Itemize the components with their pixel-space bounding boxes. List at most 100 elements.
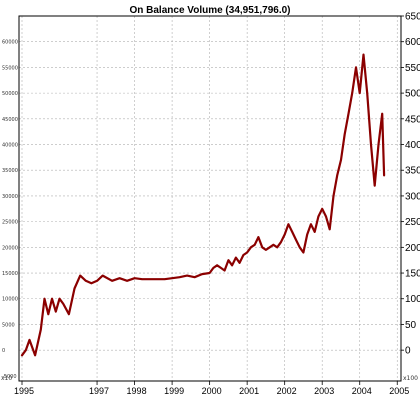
x-tick-label: 2005 bbox=[389, 386, 409, 396]
obv-data-point bbox=[231, 264, 233, 266]
obv-data-point bbox=[291, 231, 293, 233]
y-tick-label-left: 60000 bbox=[2, 40, 18, 46]
obv-data-point bbox=[329, 228, 331, 230]
obv-data-point bbox=[250, 246, 252, 248]
y-tick-label-right: 450 bbox=[405, 114, 420, 125]
obv-data-point bbox=[265, 249, 267, 251]
obv-data-point bbox=[261, 246, 263, 248]
obv-series-line bbox=[20, 53, 386, 357]
y-tick-label-left: 15000 bbox=[2, 271, 18, 277]
obv-data-point bbox=[359, 92, 361, 94]
y-tick-label-left: 0 bbox=[2, 348, 5, 354]
obv-data-point bbox=[287, 223, 289, 225]
obv-data-point bbox=[374, 185, 376, 187]
obv-data-point bbox=[302, 251, 304, 254]
obv-data-point bbox=[62, 303, 64, 305]
y-tick-label-left: 40000 bbox=[2, 143, 18, 149]
obv-data-point bbox=[351, 92, 353, 94]
obv-data-point bbox=[134, 277, 136, 279]
obv-data-point bbox=[272, 244, 274, 246]
obv-data-point bbox=[164, 278, 166, 280]
obv-data-point bbox=[295, 239, 297, 241]
y-tick-label-right: 50 bbox=[405, 320, 417, 331]
obv-data-point bbox=[171, 277, 173, 279]
obv-data-point bbox=[332, 195, 335, 197]
obv-data-point bbox=[235, 257, 237, 259]
obv-data-point bbox=[201, 273, 203, 275]
obv-data-point bbox=[40, 329, 42, 331]
obv-data-point bbox=[317, 215, 319, 218]
y-tick-label-right: 500 bbox=[405, 89, 420, 100]
obv-data-point bbox=[102, 275, 104, 277]
obv-data-point bbox=[344, 133, 346, 135]
x-tick-label: 2001 bbox=[239, 386, 259, 396]
obv-data-point bbox=[194, 276, 196, 278]
y-tick-label-left: 55000 bbox=[2, 65, 18, 71]
obv-data-point bbox=[21, 354, 23, 356]
obv-data-point bbox=[310, 223, 312, 225]
y-tick-label-left: 45000 bbox=[2, 117, 18, 123]
obv-data-point bbox=[111, 280, 113, 282]
grid bbox=[19, 15, 401, 381]
obv-data-point bbox=[242, 254, 244, 256]
y-tick-label-right: 400 bbox=[405, 140, 420, 151]
x-tick-label: 2000 bbox=[202, 386, 222, 396]
x-tick-label: 2002 bbox=[277, 386, 297, 396]
x-tick-label: 2004 bbox=[352, 386, 372, 396]
obv-data-point bbox=[276, 246, 278, 248]
right-unit-label: x100 bbox=[403, 375, 418, 382]
x-tick-label: 1998 bbox=[127, 386, 147, 396]
obv-data-point bbox=[306, 233, 308, 236]
obv-data-point bbox=[152, 278, 154, 280]
obv-data-point bbox=[269, 246, 271, 248]
obv-data-point bbox=[377, 143, 380, 146]
y-tick-label-right: 650 bbox=[405, 12, 420, 23]
y-tick-label-left: 5000 bbox=[2, 322, 15, 328]
y-tick-label-right: 100 bbox=[405, 294, 420, 305]
obv-data-point bbox=[119, 277, 121, 279]
obv-data-point bbox=[347, 113, 350, 115]
obv-data-point bbox=[284, 233, 286, 236]
y-tick-label-right: 550 bbox=[405, 63, 420, 74]
obv-data-point bbox=[370, 143, 372, 146]
obv-data-point bbox=[34, 354, 36, 356]
y-tick-label-left: 50000 bbox=[2, 91, 18, 97]
obv-data-point bbox=[96, 280, 98, 282]
obv-data-point bbox=[55, 311, 57, 313]
obv-data-point bbox=[212, 267, 214, 269]
left-unit-label: x10 bbox=[1, 375, 12, 382]
obv-data-point bbox=[355, 66, 357, 68]
x-tick-label: 2003 bbox=[314, 386, 334, 396]
obv-data-point bbox=[220, 267, 222, 269]
obv-data-point bbox=[85, 280, 87, 282]
obv-data-point bbox=[366, 92, 368, 94]
y-tick-label-right: 200 bbox=[405, 243, 420, 254]
y-tick-label-left: 20000 bbox=[2, 245, 18, 251]
y-tick-label-left: 30000 bbox=[2, 194, 18, 200]
chart-title: On Balance Volume (34,951,796.0) bbox=[129, 5, 290, 16]
y-tick-label-left: 10000 bbox=[2, 297, 18, 303]
obv-data-point bbox=[336, 174, 338, 176]
y-tick-label-left: 35000 bbox=[2, 168, 18, 174]
obv-data-point bbox=[314, 231, 316, 233]
obv-data-point bbox=[141, 278, 143, 280]
series-layer bbox=[20, 53, 386, 357]
y-tick-label-right: 250 bbox=[405, 217, 420, 228]
obv-data-point bbox=[321, 208, 323, 210]
obv-data-point bbox=[28, 339, 31, 341]
obv-data-point bbox=[340, 159, 342, 161]
y-tick-label-right: 600 bbox=[405, 37, 420, 48]
y-tick-label-left: 25000 bbox=[2, 220, 18, 226]
obv-data-point bbox=[47, 313, 49, 315]
obv-data-point bbox=[227, 259, 229, 261]
obv-data-point bbox=[73, 287, 76, 290]
obv-data-point bbox=[383, 174, 385, 176]
obv-data-point bbox=[381, 113, 383, 115]
obv-data-point bbox=[216, 264, 218, 266]
x-tick-label: 1999 bbox=[164, 386, 184, 396]
obv-data-point bbox=[254, 244, 256, 246]
obv-data-point bbox=[51, 298, 53, 300]
obv-data-point bbox=[239, 262, 241, 264]
obv-data-point bbox=[186, 275, 188, 277]
